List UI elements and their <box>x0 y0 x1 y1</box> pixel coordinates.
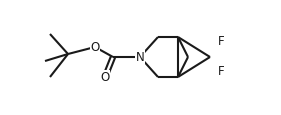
Text: F: F <box>218 65 225 78</box>
Text: O: O <box>90 41 100 54</box>
Text: N: N <box>136 51 144 64</box>
Text: O: O <box>100 71 110 84</box>
Text: F: F <box>218 35 225 48</box>
